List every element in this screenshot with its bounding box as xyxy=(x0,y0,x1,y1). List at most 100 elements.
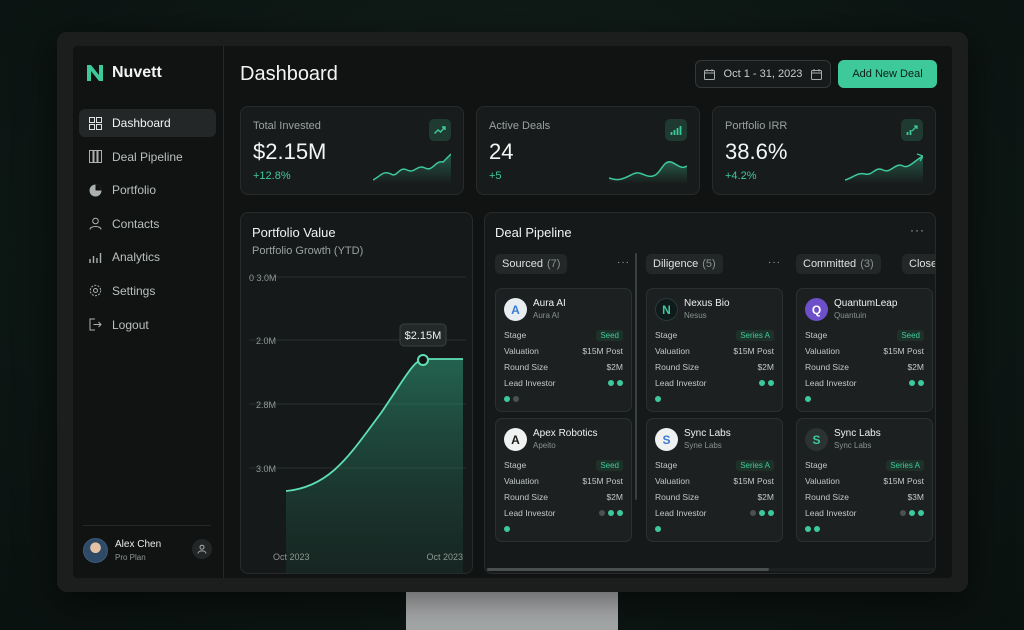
deal-row-lead: Lead Investor xyxy=(655,507,774,519)
stat-delta: +12.8% xyxy=(253,170,291,182)
scrollbar-thumb[interactable] xyxy=(487,568,769,571)
sync-labs-logo-icon: S xyxy=(655,428,678,451)
deal-card-quantumleap[interactable]: Q QuantumLeap Quantuin Stage Seed Valuati… xyxy=(796,288,933,412)
round-value: $2M xyxy=(757,492,774,502)
contacts-icon xyxy=(88,217,102,231)
deal-card-nexus-bio[interactable]: N Nexus Bio Nesus Stage Series A Valuatio… xyxy=(646,288,783,412)
column-name: Close xyxy=(909,258,936,270)
stat-card-active-deals[interactable]: Active Deals 24 +5 xyxy=(476,106,700,195)
trend-up-icon xyxy=(429,119,451,141)
sidebar-item-settings[interactable]: Settings xyxy=(79,277,216,305)
round-value: $2M xyxy=(757,362,774,372)
investor-indicators xyxy=(759,380,774,386)
row-label: Valuation xyxy=(805,476,840,486)
row-label: Round Size xyxy=(655,362,699,372)
stat-card-portfolio-irr[interactable]: Portfolio IRR 38.6% +4.2% xyxy=(712,106,936,195)
sidebar-item-analytics[interactable]: Analytics xyxy=(79,243,216,271)
stage-badge: Series A xyxy=(736,459,774,471)
more-options-icon[interactable]: ··· xyxy=(768,257,781,268)
add-new-deal-button[interactable]: Add New Deal xyxy=(838,60,937,88)
sidebar-item-contacts[interactable]: Contacts xyxy=(79,210,216,238)
sidebar-item-label: Dashboard xyxy=(112,116,171,130)
data-point[interactable] xyxy=(417,354,429,366)
deal-card-apex-robotics[interactable]: A Apex Robotics Apeito Stage Seed Valuati… xyxy=(495,418,632,542)
row-label: Stage xyxy=(655,460,678,470)
user-name: Alex Chen xyxy=(115,539,162,550)
row-label: Valuation xyxy=(655,346,690,356)
column-header-committed[interactable]: Committed (3) xyxy=(796,254,881,274)
deal-name: Aura AI xyxy=(533,298,566,309)
sidebar-nav: Dashboard Deal Pipeline Portfolio Contac… xyxy=(79,109,216,344)
app-window: Nuvett Dashboard Deal Pipeline Portfolio xyxy=(73,46,952,578)
sidebar-item-label: Portfolio xyxy=(112,183,157,198)
row-label: Valuation xyxy=(805,346,840,356)
column-header-close[interactable]: Close xyxy=(902,254,936,274)
deal-card-sync-labs[interactable]: S Sync Labs Syne Labs Stage Series A Valu… xyxy=(646,418,783,542)
y-tick-label: 3.0M xyxy=(256,464,276,474)
more-options-icon[interactable]: ··· xyxy=(910,223,925,237)
deal-row-stage: Stage Seed xyxy=(504,329,623,341)
app-logo[interactable]: Nuvett xyxy=(86,64,162,82)
stat-value: 38.6% xyxy=(725,139,788,164)
portfolio-growth-chart[interactable]: 0 3.0M 2.0M 2.8M 3.0M $2.15M Oct 2023 Oc… xyxy=(241,263,473,574)
user-menu-button[interactable] xyxy=(192,539,212,559)
logo-icon xyxy=(87,65,103,81)
stage-badge: Series A xyxy=(886,459,924,471)
row-label: Stage xyxy=(805,460,828,470)
user-profile[interactable]: Alex Chen Pro Plan xyxy=(83,525,212,565)
growth-chart-icon xyxy=(901,119,923,141)
stat-label: Active Deals xyxy=(489,120,551,132)
deal-row-lead: Lead Investor xyxy=(504,377,623,389)
valuation-value: $15M Post xyxy=(733,476,774,486)
panel-subtitle: Portfolio Growth (YTD) xyxy=(252,245,364,257)
y-tick-label: 0 3.0M xyxy=(249,273,277,283)
deal-row-valuation: Valuation $15M Post xyxy=(655,475,774,487)
deal-row-valuation: Valuation $15M Post xyxy=(805,475,924,487)
column-count: (3) xyxy=(860,258,874,270)
horizontal-scrollbar[interactable] xyxy=(485,568,935,571)
investor-indicators xyxy=(909,380,924,386)
stat-delta: +5 xyxy=(489,170,502,182)
deal-name: Sync Labs xyxy=(684,428,731,439)
investor-indicators xyxy=(900,510,924,516)
stat-label: Portfolio IRR xyxy=(725,120,788,132)
logout-icon xyxy=(88,318,102,332)
valuation-value: $15M Post xyxy=(582,476,623,486)
deal-row-round: Round Size $2M xyxy=(805,361,924,373)
bar-chart-icon xyxy=(665,119,687,141)
more-options-icon[interactable]: ··· xyxy=(617,257,630,268)
sidebar-item-dashboard[interactable]: Dashboard xyxy=(79,109,216,137)
column-header-sourced[interactable]: Sourced (7) xyxy=(495,254,568,274)
pie-chart-icon xyxy=(88,183,102,197)
stage-badge: Seed xyxy=(596,329,623,341)
column-header-diligence[interactable]: Diligence (5) xyxy=(646,254,723,274)
sidebar-item-logout[interactable]: Logout xyxy=(79,311,216,339)
stat-card-total-invested[interactable]: Total Invested $2.15M +12.8% xyxy=(240,106,464,195)
stat-delta: +4.2% xyxy=(725,170,757,182)
deal-row-stage: Stage Seed xyxy=(504,459,623,471)
x-tick-label: Oct 2023 xyxy=(426,552,463,562)
stage-badge: Series A xyxy=(736,329,774,341)
quantumleap-logo-icon: Q xyxy=(805,298,828,321)
y-tick-label: 2.0M xyxy=(256,336,276,346)
column-scrollbar[interactable] xyxy=(635,253,637,500)
sidebar-item-portfolio[interactable]: Portfolio xyxy=(79,176,216,204)
round-value: $2M xyxy=(606,492,623,502)
row-label: Lead Investor xyxy=(805,378,857,388)
calendar-icon xyxy=(810,68,822,80)
valuation-value: $15M Post xyxy=(883,476,924,486)
row-label: Round Size xyxy=(655,492,699,502)
sidebar-item-label: Logout xyxy=(112,317,149,332)
deal-card-sync-labs-2[interactable]: S Sync Labs Sync Labs Stage Series A Valu… xyxy=(796,418,933,542)
date-range-picker[interactable]: Oct 1 - 31, 2023 xyxy=(695,60,831,88)
deal-row-round: Round Size $2M xyxy=(504,361,623,373)
deal-card-aura-ai[interactable]: A Aura AI Aura AI Stage Seed Valuation $15… xyxy=(495,288,632,412)
sidebar: Nuvett Dashboard Deal Pipeline Portfolio xyxy=(73,46,224,578)
sync-labs-logo-icon: S xyxy=(805,428,828,451)
row-label: Lead Investor xyxy=(504,508,556,518)
panel-title: Deal Pipeline xyxy=(495,225,572,240)
round-value: $3M xyxy=(907,492,924,502)
aura-ai-logo-icon: A xyxy=(504,298,527,321)
portfolio-value-panel: Portfolio Value Portfolio Growth (YTD) 0… xyxy=(240,212,473,574)
sidebar-item-deal-pipeline[interactable]: Deal Pipeline xyxy=(79,143,216,171)
